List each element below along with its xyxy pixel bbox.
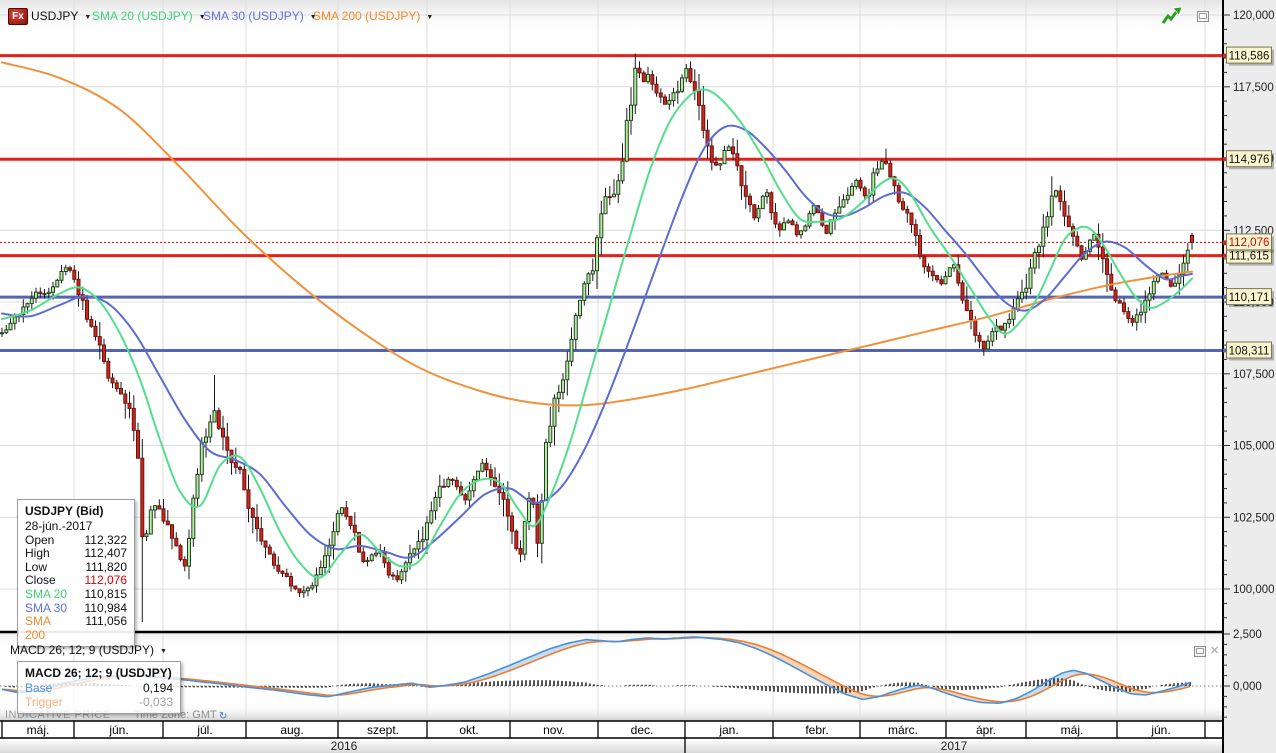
price-level-text: 118,586 bbox=[1229, 50, 1270, 62]
price-level-text: 111,615 bbox=[1229, 250, 1269, 262]
price-level-text: 114,976 bbox=[1229, 154, 1270, 166]
sma200-row-label: SMA 200 bbox=[25, 614, 51, 642]
year-label: 2017 bbox=[941, 739, 968, 753]
sma30-dropdown[interactable]: SMA 30 (USDJPY) ▼ bbox=[203, 9, 317, 23]
sma20-label: SMA 20 (USDJPY) bbox=[92, 9, 193, 23]
sma200-line bbox=[1, 61, 1193, 407]
chevron-down-icon: ▼ bbox=[426, 14, 434, 21]
candlestick-series bbox=[0, 53, 1194, 622]
chevron-down-icon: ▼ bbox=[160, 648, 167, 655]
ohlc-tooltip: USDJPY (Bid) 28-jún.-2017 Open 112,322 Hi… bbox=[17, 499, 135, 648]
month-label: ápr. bbox=[976, 723, 996, 737]
macd-tooltip: MACD 26; 12; 9 (USDJPY) Base 0,194 Trigge… bbox=[17, 661, 181, 715]
month-label: jún. bbox=[108, 723, 128, 737]
price-axis-gutter bbox=[1223, 0, 1276, 753]
macd-dropdown[interactable]: MACD 26; 12; 9 (USDJPY) ▼ bbox=[10, 643, 167, 657]
tooltip-date: 28-jún.-2017 bbox=[25, 519, 93, 533]
macd-base-label: Base bbox=[25, 681, 53, 695]
low-value: 111,820 bbox=[85, 559, 127, 574]
price-level-box: 112,076 bbox=[1223, 233, 1274, 253]
main-chart-background bbox=[0, 0, 1223, 631]
symbol-label: USDJPY bbox=[31, 9, 79, 23]
macd-trigger-label: Trigger bbox=[25, 694, 63, 709]
month-row-background bbox=[0, 722, 1223, 738]
year-row-background bbox=[0, 739, 1223, 753]
sma30-label: SMA 30 (USDJPY) bbox=[203, 9, 304, 23]
macd-close-icon[interactable]: ✕ bbox=[1210, 645, 1220, 657]
sma30-line bbox=[1, 124, 1193, 559]
macd-trigger-value: -0,033 bbox=[138, 694, 173, 709]
high-label: High bbox=[25, 546, 50, 561]
price-level-box: 110,171 bbox=[1223, 288, 1274, 308]
price-axis-label: 107,500 bbox=[1233, 369, 1275, 381]
price-level-text: 112,076 bbox=[1229, 237, 1270, 249]
month-label: aug. bbox=[280, 723, 303, 737]
tooltip-title: USDJPY (Bid) bbox=[25, 504, 104, 518]
macd-series bbox=[1, 636, 1191, 705]
chevron-down-icon: ▼ bbox=[84, 14, 92, 21]
macd-axis-label: 2,500 bbox=[1233, 629, 1262, 641]
sma200-value: 111,056 bbox=[85, 614, 127, 629]
macd-trigger-line bbox=[1, 636, 1191, 703]
macd-base-value: 0,194 bbox=[142, 681, 173, 695]
sma30-row-label: SMA 30 bbox=[25, 600, 68, 615]
high-value: 112,407 bbox=[84, 546, 128, 561]
year-label: 2016 bbox=[331, 739, 358, 753]
macd-axis-label: 0,000 bbox=[1233, 681, 1262, 693]
month-label: máj. bbox=[1061, 723, 1084, 737]
up-candles bbox=[0, 67, 1190, 594]
month-label: júl. bbox=[196, 723, 212, 737]
month-label: dec. bbox=[631, 723, 654, 737]
price-level-box: 118,586 bbox=[1223, 46, 1274, 66]
price-axis-label: 120,000 bbox=[1233, 10, 1275, 22]
macd-fill bbox=[438, 639, 606, 687]
month-label: febr. bbox=[805, 723, 828, 737]
month-label: okt. bbox=[459, 723, 478, 737]
chevron-down-icon: ▼ bbox=[198, 14, 206, 21]
sma-lines bbox=[1, 61, 1193, 579]
sma20-dropdown[interactable]: SMA 20 (USDJPY) ▼ bbox=[92, 9, 206, 23]
fx-icon: Fx bbox=[8, 8, 28, 25]
month-label: jún. bbox=[1150, 723, 1170, 737]
price-level-box: 114,976 bbox=[1223, 150, 1274, 170]
price-axis-label: 100,000 bbox=[1233, 584, 1275, 596]
globe-icon: ↻ bbox=[219, 711, 227, 722]
restore-window-icon[interactable] bbox=[1197, 11, 1209, 22]
chevron-down-icon: ▼ bbox=[309, 14, 317, 21]
month-label: márc. bbox=[888, 723, 918, 737]
price-level-text: 110,171 bbox=[1229, 292, 1270, 304]
close-label: Close bbox=[25, 573, 56, 588]
macd-fill bbox=[702, 637, 878, 700]
close-value: 112,076 bbox=[84, 573, 128, 588]
macd-dropdown-label: MACD 26; 12; 9 (USDJPY) bbox=[10, 643, 155, 657]
symbol-dropdown[interactable]: USDJPY ▼ bbox=[31, 9, 91, 23]
sma20-value: 110,815 bbox=[84, 586, 128, 601]
sma30-value: 110,984 bbox=[84, 600, 128, 615]
month-label: szept. bbox=[367, 723, 399, 737]
price-axis-label: 102,500 bbox=[1233, 512, 1275, 524]
macd-tooltip-title: MACD 26; 12; 9 (USDJPY) bbox=[25, 666, 172, 680]
sma20-line bbox=[1, 88, 1193, 579]
sma20-row-label: SMA 20 bbox=[25, 586, 68, 601]
trend-arrow-icon[interactable] bbox=[1160, 6, 1184, 27]
macd-restore-icon[interactable] bbox=[1194, 646, 1206, 657]
open-value: 112,322 bbox=[84, 532, 128, 547]
price-axis-label: 105,000 bbox=[1233, 441, 1275, 453]
price-axis-label: 117,500 bbox=[1233, 82, 1274, 94]
month-label: máj. bbox=[27, 723, 50, 737]
low-label: Low bbox=[25, 559, 48, 574]
sma200-dropdown[interactable]: SMA 200 (USDJPY) ▼ bbox=[313, 9, 433, 23]
macd-base-line bbox=[1, 636, 1191, 705]
price-level-box: 111,615 bbox=[1223, 246, 1274, 266]
price-level-text: 108,311 bbox=[1229, 345, 1270, 357]
month-label: nov. bbox=[543, 723, 565, 737]
price-level-box: 108,311 bbox=[1223, 341, 1274, 361]
open-label: Open bbox=[25, 532, 55, 547]
month-label: jan. bbox=[718, 723, 738, 737]
down-candles bbox=[38, 67, 1194, 594]
sma200-label: SMA 200 (USDJPY) bbox=[313, 9, 421, 23]
